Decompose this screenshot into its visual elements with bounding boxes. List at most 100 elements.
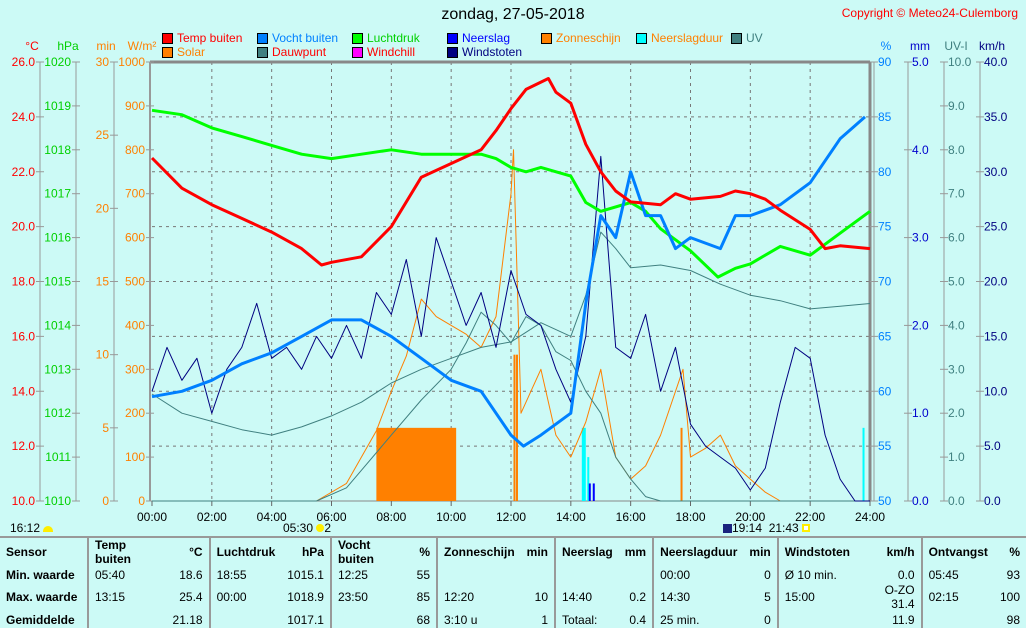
cell-time: 02:15 [920,583,994,611]
column-unit: mm [624,545,647,559]
cell-value: 21.18 [172,612,203,627]
cell-time [776,611,856,628]
cell-time: 3:10 u [436,611,521,628]
y-tick-label: 15.0 [984,329,1008,343]
y-tick-label: 20.0 [12,220,36,234]
legend-label: Vocht buiten [272,31,339,45]
y-tick-label: 1011 [45,450,71,464]
legend-label: Temp buiten [177,31,243,45]
x-tick-label: 12:00 [496,510,526,524]
sunrise-time: 05:30 [283,521,314,535]
cell-value: 93 [1006,567,1020,582]
cell-time [554,566,619,583]
bar-neerslagduur [862,427,865,501]
legend-item: Neerslag [447,31,510,45]
sunset-icon [802,524,811,532]
column-unit: min [526,545,549,559]
column-header: Neerslagduur [652,537,744,566]
row-label: Sensor [6,545,47,559]
y-tick-label: 4.0 [948,318,965,332]
y-tick-label: 1019 [44,99,71,113]
cell-time: Totaal: [554,611,619,628]
cell-value: 0 [764,567,771,582]
moon-sunset: 19:14 21:43 [723,521,811,535]
y-axis-unit: % [881,39,892,53]
y-axis-unit: min [96,39,115,53]
sunrise-suffix: 2 [324,521,332,535]
y-axis-unit: hPa [57,39,79,53]
y-tick-label: 9.0 [948,99,965,113]
cell-value: 98 [1006,612,1020,627]
statistics-table: Sensor Temp buiten °C Luchtdruk hPa Vocht bui… [0,536,1026,628]
y-tick-label: 8.0 [948,143,965,157]
y-tick-label: 10.0 [984,384,1008,398]
x-tick-label: 02:00 [197,510,227,524]
row-label: Min. waarde [6,567,75,582]
legend-item: Windchill [352,45,415,59]
x-tick-label: 18:00 [675,510,705,524]
y-tick-label: 75 [878,220,892,234]
series-vocht-buiten [151,115,866,448]
y-tick-label: 200 [125,406,145,420]
y-tick-label: 20.0 [984,275,1008,289]
cell-time [920,611,994,628]
column-unit: °C [189,545,203,559]
copyright: Copyright © Meteo24-Culemborg [841,6,1018,20]
bar-neerslag [588,483,591,501]
cell-time: 23:50 [329,583,411,611]
y-tick-label: 85 [878,110,892,124]
y-tick-label: 10.0 [12,494,36,508]
row-label: Max. waarde [6,590,78,604]
cell-value: 1 [541,612,549,627]
y-tick-label: 1010 [44,494,71,508]
cell-time: 00:00 [652,566,744,583]
series-temp-buiten [150,77,871,267]
cell-value: 0.0 [897,567,915,582]
y-axis-unit: UV-I [944,39,967,53]
table-row: Max. waarde 13:15 25.4 00:00 1018.9 23:50 85 12… [0,583,1026,611]
cell-time: 12:20 [436,583,521,611]
cell-time [329,611,411,628]
y-tick-label: 3.0 [912,231,929,245]
x-tick-label: 24:00 [855,510,885,524]
column-header: Temp buiten [87,537,167,566]
y-tick-label: 900 [125,99,145,113]
legend-label: Solar [177,45,206,59]
cell-value: 100 [999,590,1020,604]
y-tick-label: 16.0 [12,329,36,343]
cell-time [208,611,282,628]
cell-value: 5 [764,590,771,604]
column-header: Windstoten [776,537,856,566]
column-header: Ontvangst [920,537,994,566]
y-tick-label: 1000 [118,55,145,69]
y-tick-label: 35.0 [984,110,1008,124]
column-header: Vocht buiten [329,537,411,566]
cell-time: 25 min. [652,611,744,628]
y-axis-unit: km/h [979,39,1005,53]
x-tick-label: 16:00 [616,510,646,524]
x-tick-label: 20:00 [735,510,765,524]
y-tick-label: 10 [96,348,110,362]
x-tick-label: 00:00 [137,510,167,524]
legend-swatch [636,32,647,44]
cell-value: 10 [534,590,549,604]
cell-value: 0 [764,612,771,627]
y-tick-label: 14.0 [12,384,36,398]
cell-time: 14:30 [652,583,744,611]
x-tick-label: 06:00 [316,510,346,524]
y-tick-label: 700 [125,187,145,201]
y-tick-label: 100 [125,450,145,464]
y-axis-unit: °C [25,39,39,53]
cell-value: 25.4 [179,590,203,604]
y-tick-label: 1020 [44,55,71,69]
legend-item: Windstoten [447,45,522,59]
series-luchtdruk [151,108,871,279]
y-tick-label: 600 [125,231,145,245]
y-tick-label: 10.0 [948,55,972,69]
legend-swatch [541,32,552,44]
legend-swatch [162,32,173,44]
cell-value: 0.2 [629,590,647,604]
y-tick-label: 500 [125,275,145,289]
legend-swatch [352,32,363,44]
cell-time [436,566,521,583]
